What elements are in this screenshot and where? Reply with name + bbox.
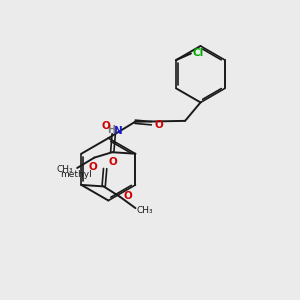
Text: CH₃: CH₃ <box>137 206 154 215</box>
Text: methyl: methyl <box>60 170 92 179</box>
Text: Cl: Cl <box>192 48 204 58</box>
Text: CH₃: CH₃ <box>57 165 74 174</box>
Text: H: H <box>108 125 116 135</box>
Text: N: N <box>114 126 123 136</box>
Text: O: O <box>102 121 111 131</box>
Text: O: O <box>88 162 97 172</box>
Text: O: O <box>154 120 163 130</box>
Text: O: O <box>124 191 132 201</box>
Text: O: O <box>109 157 118 167</box>
